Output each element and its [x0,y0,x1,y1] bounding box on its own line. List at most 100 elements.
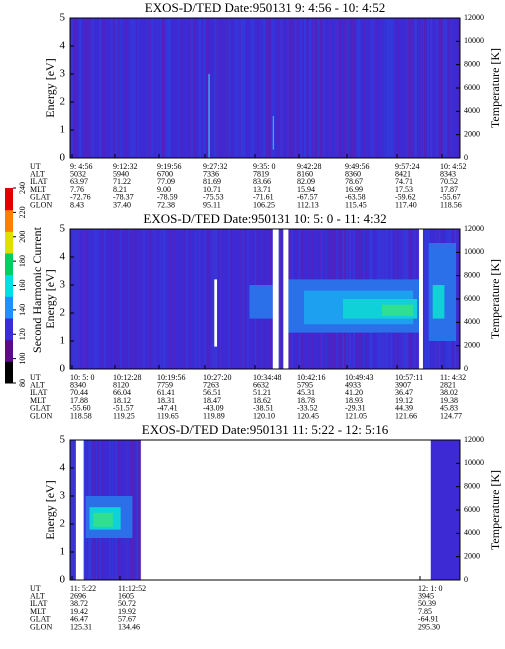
y2-tick-label: 2000 [464,129,480,138]
ephemeris-value: 295.30 [418,622,440,631]
ephemeris-value: 8160 [297,170,313,179]
spectrogram-noise [352,18,354,158]
spectrogram [70,18,460,158]
y2-tick-label: 6000 [464,505,480,514]
y2-tick-label: 4000 [464,528,480,537]
y-axis-label: Energy [eV] [43,480,57,539]
spectrogram-noise [288,18,290,158]
spectrogram-noise [169,18,172,158]
ephemeris-value: 18.78 [297,396,315,405]
spectrogram-noise [77,229,79,369]
spectrogram-noise [159,18,162,158]
ephemeris-value: -43.09 [203,404,224,413]
spectrogram-noise [150,229,152,369]
y2-tick-label: 10000 [464,458,484,467]
spectrogram-noise [425,229,428,369]
ephemeris-value: 46.47 [70,615,88,624]
spectrogram-noise [303,18,304,158]
spectrogram-noise [130,229,133,369]
spectrogram-noise [315,18,318,158]
ephemeris-label: GLON [30,622,52,631]
ephemeris-value: 78.67 [345,177,363,186]
spectrogram-noise [118,229,120,369]
spectrogram-noise [411,18,413,158]
spectrogram-region [382,304,414,316]
spectrogram-noise [131,18,134,158]
ephemeris-value: 6632 [253,381,269,390]
y2-tick-label: 10000 [464,247,484,256]
ephemeris-value: 71.22 [113,177,131,186]
ephemeris-value: -78.37 [113,193,134,202]
spectrogram-noise [134,440,136,580]
ephemeris-value: 66.04 [113,388,131,397]
spectrogram-noise [317,18,320,158]
y2-tick-label: 8000 [464,481,480,490]
ephemeris-value: 16.99 [345,185,363,194]
spectrogram-noise [84,440,86,580]
spectrogram-noise [269,18,272,158]
ephemeris-value: 7336 [203,170,219,179]
ephemeris-value: 83.66 [253,177,271,186]
ephemeris-value: 117.40 [395,200,417,209]
spectrogram-noise [290,18,293,158]
spectrogram-noise [131,229,134,369]
y-tick-label: 5 [60,434,66,446]
spectrogram-noise [247,229,249,369]
spectrogram [70,440,460,580]
spectrogram-noise [320,18,323,158]
y2-tick-label: 0 [464,153,468,162]
spectrogram-noise [100,18,102,158]
spectrogram-noise [265,18,268,158]
spectrogram-noise [164,229,166,369]
ephemeris-value: 36.47 [395,388,413,397]
y-tick-label: 4 [60,40,66,52]
ephemeris-value: 8343 [440,170,456,179]
ephemeris-value: 77.09 [157,177,175,186]
spectrogram-noise [147,18,149,158]
ephemeris-value: -67.57 [297,193,318,202]
spectrogram-region [419,229,423,369]
ephemeris-value: 18.12 [113,396,131,405]
y-tick-label: 4 [60,251,66,263]
y2-tick-label: 8000 [464,270,480,279]
spectrogram-noise [336,18,339,158]
spectrogram-noise [152,18,155,158]
spectrogram-noise [234,18,237,158]
ephemeris-value: 10:57:11 [395,373,423,382]
spectrogram-noise [90,18,92,158]
spectrogram-noise [180,18,182,158]
ephemeris-value: -72.76 [70,193,91,202]
spectrogram-noise [78,229,81,369]
ephemeris-value: -78.59 [157,193,178,202]
spectrogram-noise [271,18,273,158]
spectrogram-noise [83,229,86,369]
ephemeris-label: ILAT [30,599,47,608]
y-tick-label: 5 [60,223,66,235]
spectrogram-noise [279,229,282,369]
spectrogram-noise [230,229,233,369]
ephemeris-label: GLAT [30,615,51,624]
spectrogram-noise [109,229,110,369]
ephemeris-value: 10:12:28 [113,373,141,382]
colorbar-tick-label: 220 [18,206,27,218]
y-tick-label: 2 [60,518,66,530]
ephemeris-value: 10:27:20 [203,373,231,382]
ephemeris-value: 18.62 [253,396,271,405]
ephemeris-label: ILAT [30,388,47,397]
ephemeris-value: 7.85 [418,607,432,616]
spectrogram-noise [242,18,245,158]
spectrogram-spike [272,116,274,150]
spectrogram-noise [101,229,103,369]
spectrogram [70,229,461,369]
spectrogram-noise [164,18,167,158]
ephemeris-value: 10:49:43 [345,373,373,382]
ephemeris-value: 115.45 [345,200,367,209]
spectrogram-noise [215,18,217,158]
ephemeris-value: 9:42:28 [297,162,321,171]
y2-axis-label: Temperature [K] [488,48,502,128]
ephemeris-value: 7819 [253,170,269,179]
spectrogram-region [283,229,289,369]
ephemeris-value: 11:12:52 [118,584,146,593]
spectrogram-noise [292,18,294,158]
ephemeris-value: 19.12 [395,396,413,405]
